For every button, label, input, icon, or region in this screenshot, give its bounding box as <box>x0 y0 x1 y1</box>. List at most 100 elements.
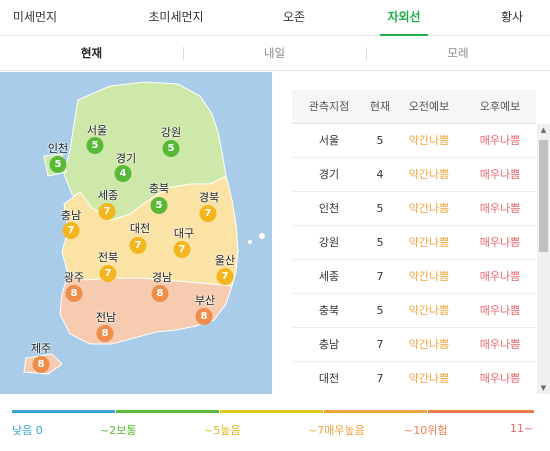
station-table: 관측지점 현재 오전예보 오후예보 서울 5 약간나쁨 매우나쁨 경기 4 약간… <box>292 90 536 394</box>
current-value: 7 <box>376 338 384 351</box>
map-badge-gyeongnam[interactable]: 8 <box>151 285 169 302</box>
map-label-gwangju: 광주 <box>63 271 85 284</box>
map-badge-incheon[interactable]: 5 <box>49 156 67 173</box>
am-forecast: 약간나쁨 <box>408 202 450 215</box>
am-forecast: 약간나쁨 <box>408 372 450 385</box>
map-badge-daejeon[interactable]: 7 <box>129 237 147 254</box>
scroll-thumb[interactable] <box>539 140 548 252</box>
tab-yellow-dust[interactable]: 황사 <box>500 10 524 24</box>
map-badge-jeonbuk[interactable]: 7 <box>99 265 117 282</box>
pm-forecast: 매우나쁨 <box>479 236 521 249</box>
table-row[interactable]: 경기 4 약간나쁨 매우나쁨 <box>292 158 536 192</box>
current-value: 5 <box>376 304 384 317</box>
map-label-incheon: 인천 <box>47 142 69 155</box>
legend-label-high: ~5높음 <box>204 424 241 437</box>
map-label-chungbuk: 충북 <box>148 182 170 195</box>
map-badge-chungbuk[interactable]: 5 <box>150 197 168 214</box>
tab-ozone[interactable]: 오존 <box>282 10 306 24</box>
legend-label-low: 낮음 0 <box>12 424 43 437</box>
pm-forecast: 매우나쁨 <box>479 338 521 351</box>
am-forecast: 약간나쁨 <box>408 304 450 317</box>
map-badge-jeonnam[interactable]: 8 <box>96 325 114 342</box>
map-badge-daegu[interactable]: 7 <box>173 241 191 258</box>
map-label-jeonbuk: 전북 <box>97 251 119 264</box>
map-badge-gyeongbuk[interactable]: 7 <box>199 205 217 222</box>
scroll-down-icon[interactable]: ▼ <box>540 384 547 392</box>
map-island-dokdo <box>248 240 252 244</box>
map-badge-ulsan[interactable]: 7 <box>216 268 234 285</box>
legend-label-normal: ~2보통 <box>100 424 137 437</box>
legend-label-very-high: ~7매우높음 <box>308 424 365 437</box>
map-badge-gwangju[interactable]: 8 <box>65 285 83 302</box>
scroll-up-icon[interactable]: ▲ <box>540 126 547 134</box>
station-name: 서울 <box>318 134 340 147</box>
uv-map: 서울 5 인천 5 경기 4 강원 5 충북 5 세종 7 충남 7 대전 7 … <box>0 72 272 394</box>
tab-uv[interactable]: 자외선 <box>380 0 428 36</box>
header-pm-forecast: 오후예보 <box>479 100 521 113</box>
map-badge-seoul[interactable]: 5 <box>86 137 104 154</box>
map-label-sejong: 세종 <box>97 189 119 202</box>
table-row[interactable]: 강원 5 약간나쁨 매우나쁨 <box>292 226 536 260</box>
legend-bar-danger <box>428 410 534 413</box>
map-label-gangwon: 강원 <box>160 126 182 139</box>
pm-forecast: 매우나쁨 <box>479 202 521 215</box>
station-name: 인천 <box>318 202 340 215</box>
map-label-ulsan: 울산 <box>214 254 236 267</box>
am-forecast: 약간나쁨 <box>408 270 450 283</box>
station-name: 충북 <box>318 304 340 317</box>
current-value: 7 <box>376 372 384 385</box>
top-tab-bar: 미세먼지 초미세먼지 오존 자외선 황사 <box>0 0 550 36</box>
map-badge-busan[interactable]: 8 <box>195 308 213 325</box>
header-now: 현재 <box>369 100 391 113</box>
station-name: 강원 <box>318 236 340 249</box>
map-label-jeonnam: 전남 <box>95 311 117 324</box>
map-badge-sejong[interactable]: 7 <box>98 203 116 220</box>
pm-forecast: 매우나쁨 <box>479 168 521 181</box>
header-am-forecast: 오전예보 <box>408 100 450 113</box>
map-label-busan: 부산 <box>194 294 216 307</box>
tab-tomorrow[interactable]: 내일 <box>263 46 286 60</box>
table-row[interactable]: 충남 7 약간나쁨 매우나쁨 <box>292 328 536 362</box>
tab-divider <box>366 47 367 60</box>
uv-legend: 낮음 0 ~2보통 ~5높음 ~7매우높음 ~10위험 11~ <box>12 410 534 440</box>
map-label-gyeongnam: 경남 <box>151 271 173 284</box>
pm-forecast: 매우나쁨 <box>479 372 521 385</box>
table-header: 관측지점 현재 오전예보 오후예보 <box>292 90 536 124</box>
table-row[interactable]: 인천 5 약간나쁨 매우나쁨 <box>292 192 536 226</box>
map-label-daejeon: 대전 <box>129 222 151 235</box>
station-name: 충남 <box>318 338 340 351</box>
legend-bar-normal <box>116 410 219 413</box>
table-row[interactable]: 서울 5 약간나쁨 매우나쁨 <box>292 124 536 158</box>
current-value: 5 <box>376 236 384 249</box>
current-value: 5 <box>376 202 384 215</box>
legend-label-danger: ~10위험 <box>404 424 448 437</box>
legend-bar-high <box>220 410 323 413</box>
legend-bar-very-high <box>324 410 427 413</box>
am-forecast: 약간나쁨 <box>408 236 450 249</box>
pm-forecast: 매우나쁨 <box>479 134 521 147</box>
tab-divider <box>183 47 184 60</box>
table-row[interactable]: 충북 5 약간나쁨 매우나쁨 <box>292 294 536 328</box>
tab-ultrafine-dust[interactable]: 초미세먼지 <box>148 10 204 24</box>
table-row[interactable]: 세종 7 약간나쁨 매우나쁨 <box>292 260 536 294</box>
map-badge-jeju[interactable]: 8 <box>32 356 50 373</box>
map-badge-chungnam[interactable]: 7 <box>62 222 80 239</box>
current-value: 5 <box>376 134 384 147</box>
map-badge-gyeonggi[interactable]: 4 <box>114 165 132 182</box>
map-island-ulleungdo <box>259 233 265 239</box>
table-scrollbar[interactable]: ▲ ▼ <box>537 124 550 394</box>
map-label-chungnam: 충남 <box>60 209 82 222</box>
tab-day-after-tomorrow[interactable]: 모레 <box>447 46 469 60</box>
legend-label-extreme: 11~ <box>510 422 534 435</box>
am-forecast: 약간나쁨 <box>408 168 450 181</box>
am-forecast: 약간나쁨 <box>408 338 450 351</box>
tab-today[interactable]: 현재 <box>80 46 103 60</box>
map-label-daegu: 대구 <box>173 227 195 240</box>
table-row[interactable]: 대전 7 약간나쁨 매우나쁨 <box>292 362 536 394</box>
map-label-gyeonggi: 경기 <box>115 152 137 165</box>
tab-fine-dust[interactable]: 미세먼지 <box>12 10 58 24</box>
map-badge-gangwon[interactable]: 5 <box>162 140 180 157</box>
pm-forecast: 매우나쁨 <box>479 270 521 283</box>
map-label-jeju: 제주 <box>30 342 52 355</box>
station-name: 경기 <box>318 168 340 181</box>
